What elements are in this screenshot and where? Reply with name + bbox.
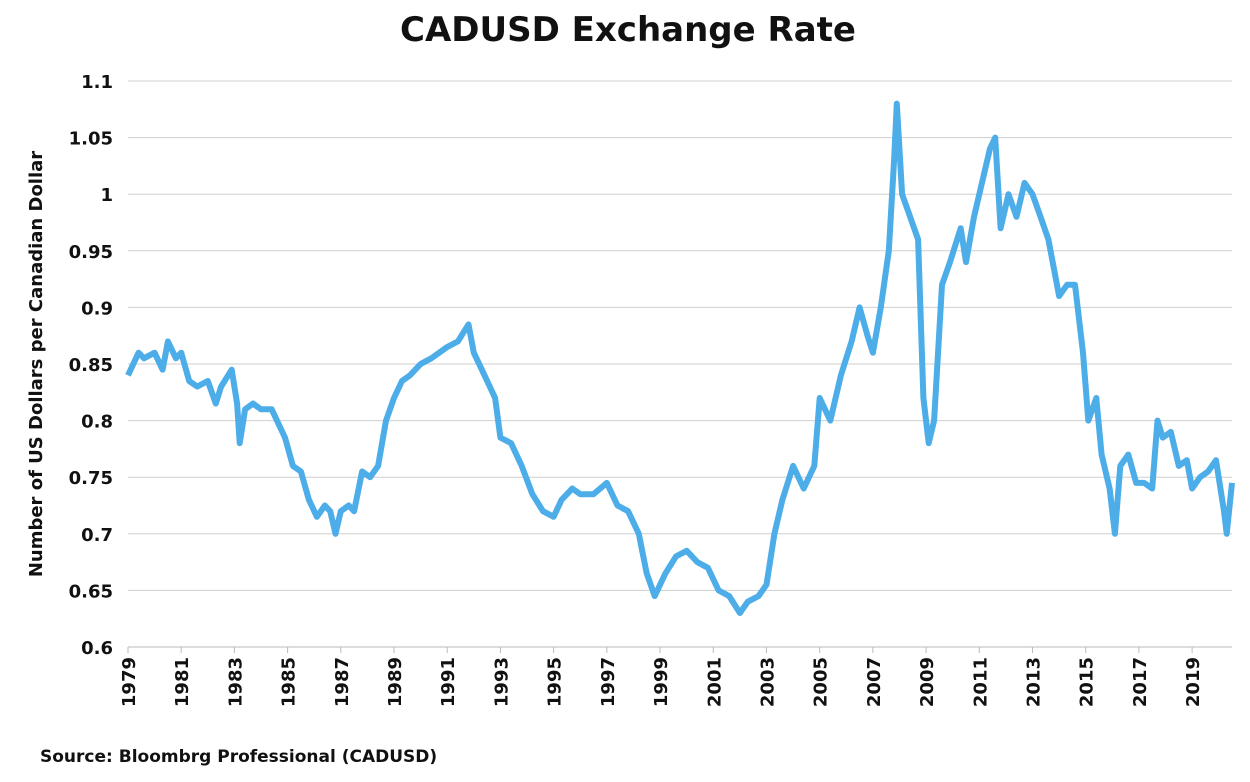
x-tick-label: 1983 xyxy=(225,657,246,707)
x-tick-label: 2005 xyxy=(811,657,832,707)
x-tick-label: 2011 xyxy=(970,657,991,707)
x-tick-label: 2015 xyxy=(1077,657,1098,707)
y-axis-ticks: 0.6 0.65 0.7 0.75 0.8 0.85 0.9 0.95 1 1.05 1.1 xyxy=(69,72,113,659)
x-tick-label: 1987 xyxy=(332,657,353,707)
y-tick-label: 1.05 xyxy=(69,129,113,150)
x-tick-label: 1999 xyxy=(651,657,672,707)
x-tick-label: 2007 xyxy=(864,657,885,707)
series-line-cadusd xyxy=(125,100,1235,616)
y-tick-label: 0.85 xyxy=(69,355,113,376)
y-tick-label: 0.7 xyxy=(81,525,113,546)
x-tick-label: 2003 xyxy=(757,657,778,707)
y-tick-label: 0.75 xyxy=(69,468,113,489)
x-tick-label: 1993 xyxy=(491,657,512,707)
y-tick-label: 0.8 xyxy=(81,412,113,433)
x-tick-label: 2019 xyxy=(1183,657,1204,707)
chart-title: CADUSD Exchange Rate xyxy=(400,10,856,50)
x-tick-label: 1979 xyxy=(119,657,140,707)
gridlines xyxy=(128,80,1232,591)
x-tick-label: 2017 xyxy=(1130,657,1151,707)
x-tick-label: 1991 xyxy=(438,657,459,707)
x-tick-label: 1997 xyxy=(598,657,619,707)
y-tick-label: 0.6 xyxy=(81,638,113,659)
x-tick-label: 1995 xyxy=(545,657,566,707)
y-tick-label: 0.95 xyxy=(69,242,113,263)
x-tick-label: 1989 xyxy=(385,657,406,707)
x-tick-label: 2013 xyxy=(1023,657,1044,707)
x-axis-ticks: 1979 1981 1983 1985 1987 1989 1991 1993 1995 1997… xyxy=(119,647,1204,707)
y-axis-label: Number of US Dollars per Canadian Dollar xyxy=(26,151,47,577)
x-tick-label: 2001 xyxy=(704,657,725,707)
y-tick-label: 1 xyxy=(100,185,113,206)
x-tick-label: 1985 xyxy=(279,657,300,707)
y-tick-label: 1.1 xyxy=(81,72,113,93)
y-tick-label: 0.9 xyxy=(81,298,113,319)
x-tick-label: 1981 xyxy=(172,657,193,707)
x-tick-label: 2009 xyxy=(917,657,938,707)
y-tick-label: 0.65 xyxy=(69,581,113,602)
source-note: Source: Bloombrg Professional (CADUSD) xyxy=(40,747,437,767)
